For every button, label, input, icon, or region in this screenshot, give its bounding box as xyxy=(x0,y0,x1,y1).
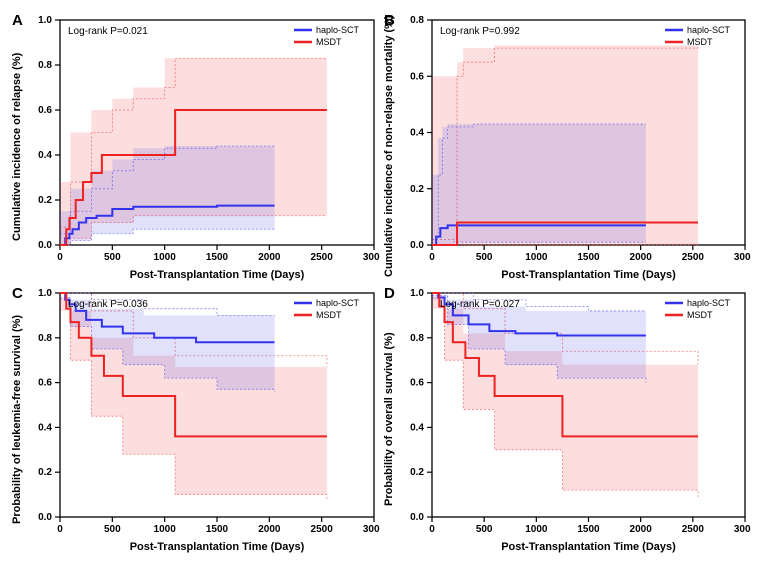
svg-text:3000: 3000 xyxy=(363,252,380,263)
x-axis-label: Post-Transplantation Time (Days) xyxy=(426,539,751,555)
svg-text:0.6: 0.6 xyxy=(410,378,424,389)
survival-chart: 0 500 1000 1500 2000 2500 3000 0.0 0.2 0.4 0.6 0.8 1… xyxy=(398,283,751,539)
panel-d: D Probability of overall survival (%) 05… xyxy=(380,283,751,555)
svg-text:1500: 1500 xyxy=(577,524,600,535)
svg-text:1000: 1000 xyxy=(525,524,548,535)
svg-text:0: 0 xyxy=(429,524,435,535)
legend-label: MSDT xyxy=(316,310,342,320)
svg-text:0.6: 0.6 xyxy=(38,378,52,389)
logrank-stat: Log-rank P=0.021 xyxy=(68,26,148,37)
svg-text:0.0: 0.0 xyxy=(38,240,52,251)
svg-text:1.0: 1.0 xyxy=(38,288,52,299)
plot-area-c: 0 500 1000 1500 2000 2500 3000 0.0 0.2 0.4 0.6 0.8 1… xyxy=(26,283,380,539)
svg-text:2000: 2000 xyxy=(630,524,653,535)
panel-a: A Cumulative incidence of relapse (%) 05… xyxy=(8,10,380,283)
svg-text:0: 0 xyxy=(429,252,435,263)
svg-text:2000: 2000 xyxy=(258,252,281,263)
chart-wrap: Probability of leukemia-free survival (%… xyxy=(8,283,380,555)
svg-text:1500: 1500 xyxy=(206,252,229,263)
y-axis-label: Probability of leukemia-free survival (%… xyxy=(8,283,26,555)
svg-text:3000: 3000 xyxy=(734,252,751,263)
svg-text:1000: 1000 xyxy=(525,252,548,263)
svg-text:2500: 2500 xyxy=(682,252,705,263)
svg-text:500: 500 xyxy=(104,524,121,535)
legend-label: MSDT xyxy=(316,37,342,47)
svg-text:0.4: 0.4 xyxy=(38,422,52,433)
svg-text:0.8: 0.8 xyxy=(410,333,424,344)
svg-text:2000: 2000 xyxy=(630,252,653,263)
svg-text:0.8: 0.8 xyxy=(38,60,52,71)
survival-chart: 0 500 1000 1500 2000 2500 3000 0.0 0.2 0.4 0.6 0.8 1… xyxy=(26,10,380,267)
legend-label: haplo-SCT xyxy=(687,25,731,35)
svg-text:0.2: 0.2 xyxy=(38,467,52,478)
x-axis-label: Post-Transplantation Time (Days) xyxy=(54,539,380,555)
svg-text:1000: 1000 xyxy=(154,524,177,535)
survival-chart: 0 500 1000 1500 2000 2500 3000 0.0 0.2 0.4 0.6 0.8 L… xyxy=(398,10,751,267)
svg-text:0.8: 0.8 xyxy=(38,333,52,344)
legend-label: haplo-SCT xyxy=(316,25,360,35)
chart-wrap: Probability of overall survival (%) 0 500… xyxy=(380,283,751,555)
chart-wrap: Cumulative incidence of non-relapse mort… xyxy=(380,10,751,283)
svg-text:0.2: 0.2 xyxy=(410,184,424,195)
logrank-stat: Log-rank P=0.992 xyxy=(440,26,520,37)
svg-text:0.0: 0.0 xyxy=(410,240,424,251)
legend-label: haplo-SCT xyxy=(316,298,360,308)
svg-text:500: 500 xyxy=(104,252,121,263)
x-axis-label: Post-Transplantation Time (Days) xyxy=(426,267,751,283)
svg-text:0: 0 xyxy=(57,252,63,263)
svg-text:0.2: 0.2 xyxy=(38,195,52,206)
legend-label: haplo-SCT xyxy=(687,298,731,308)
svg-text:500: 500 xyxy=(476,524,493,535)
svg-text:0.2: 0.2 xyxy=(410,467,424,478)
survival-chart: 0 500 1000 1500 2000 2500 3000 0.0 0.2 0.4 0.6 0.8 1… xyxy=(26,283,380,539)
legend-label: MSDT xyxy=(687,37,713,47)
svg-text:1.0: 1.0 xyxy=(410,288,424,299)
svg-text:1000: 1000 xyxy=(154,252,177,263)
svg-text:0.6: 0.6 xyxy=(410,71,424,82)
svg-text:1.0: 1.0 xyxy=(38,15,52,26)
plot-area-b: 0 500 1000 1500 2000 2500 3000 0.0 0.2 0.4 0.6 0.8 L… xyxy=(398,10,751,267)
svg-text:0.4: 0.4 xyxy=(410,422,424,433)
x-axis-label: Post-Transplantation Time (Days) xyxy=(54,267,380,283)
plot-area-d: 0 500 1000 1500 2000 2500 3000 0.0 0.2 0.4 0.6 0.8 1… xyxy=(398,283,751,539)
y-axis-label: Cumulative incidence of non-relapse mort… xyxy=(380,10,398,283)
svg-text:1500: 1500 xyxy=(206,524,229,535)
panel-c: C Probability of leukemia-free survival … xyxy=(8,283,380,555)
logrank-stat: Log-rank P=0.036 xyxy=(68,299,148,310)
logrank-stat: Log-rank P=0.027 xyxy=(440,299,520,310)
svg-text:1500: 1500 xyxy=(577,252,600,263)
svg-text:0.4: 0.4 xyxy=(38,150,52,161)
plot-area-a: 0 500 1000 1500 2000 2500 3000 0.0 0.2 0.4 0.6 0.8 1… xyxy=(26,10,380,267)
panel-b: B Cumulative incidence of non-relapse mo… xyxy=(380,10,751,283)
svg-text:0.0: 0.0 xyxy=(38,512,52,523)
svg-text:0.8: 0.8 xyxy=(410,15,424,26)
legend-label: MSDT xyxy=(687,310,713,320)
chart-wrap: Cumulative incidence of relapse (%) 0 500… xyxy=(8,10,380,283)
svg-text:500: 500 xyxy=(476,252,493,263)
svg-text:3000: 3000 xyxy=(734,524,751,535)
y-axis-label: Probability of overall survival (%) xyxy=(380,283,398,555)
svg-text:2500: 2500 xyxy=(311,252,334,263)
svg-text:3000: 3000 xyxy=(363,524,380,535)
svg-text:0: 0 xyxy=(57,524,63,535)
svg-text:2500: 2500 xyxy=(682,524,705,535)
svg-text:0.4: 0.4 xyxy=(410,128,424,139)
svg-text:2000: 2000 xyxy=(258,524,281,535)
y-axis-label: Cumulative incidence of relapse (%) xyxy=(8,10,26,283)
svg-text:0.0: 0.0 xyxy=(410,512,424,523)
svg-text:2500: 2500 xyxy=(311,524,334,535)
svg-text:0.6: 0.6 xyxy=(38,105,52,116)
